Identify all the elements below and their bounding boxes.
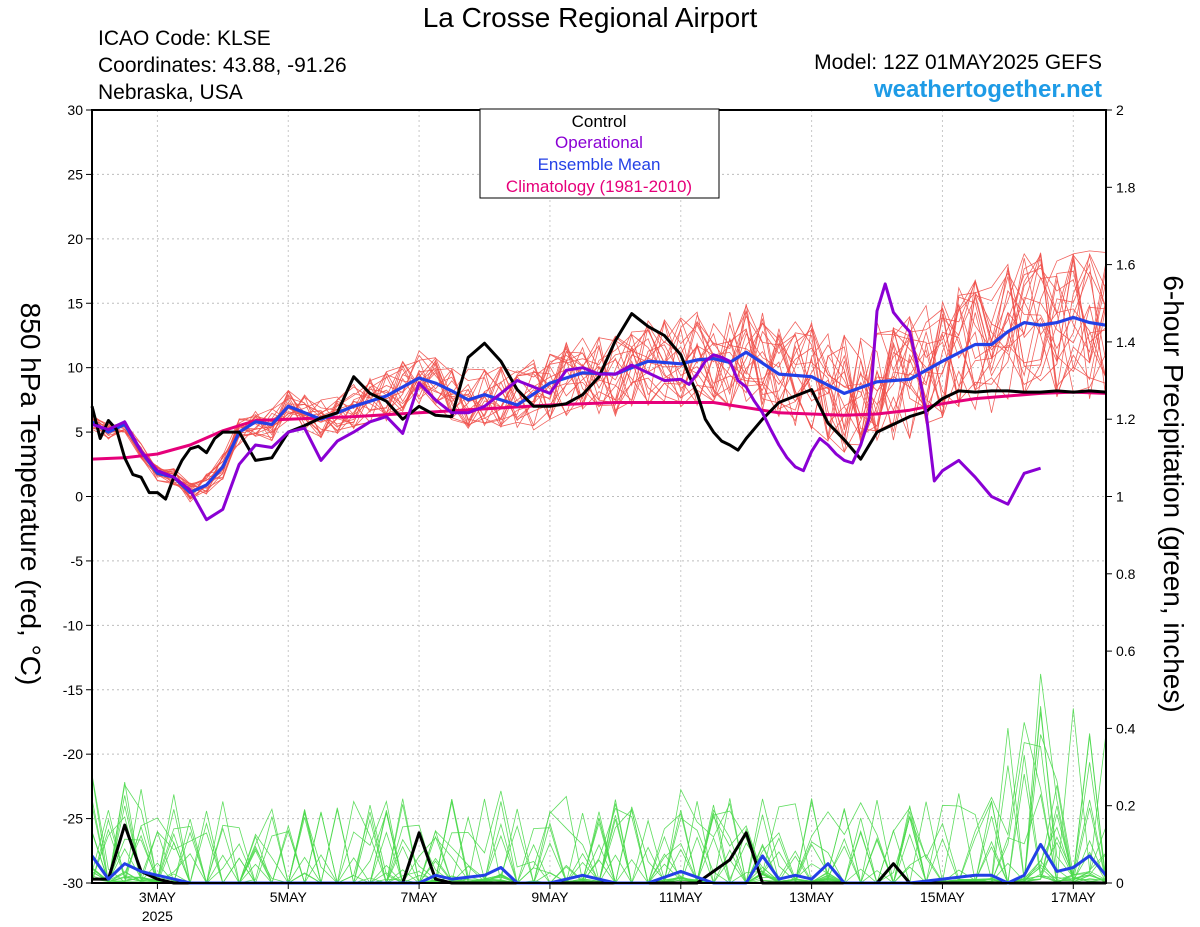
y-tick-label-left: 15 <box>67 295 83 311</box>
control-precip-line <box>92 823 1106 885</box>
x-tick-label: 15MAY <box>920 889 966 905</box>
y-tick-label-right: 1.8 <box>1116 179 1136 195</box>
y-tick-label-left: -5 <box>71 553 84 569</box>
y-tick-label-right: 0.2 <box>1116 798 1136 814</box>
model-run: Model: 12Z 01MAY2025 GEFS <box>814 51 1102 74</box>
y-tick-label-right: 0 <box>1116 875 1124 891</box>
x-tick-label: 7MAY <box>401 889 439 905</box>
series-lines <box>90 282 1108 885</box>
y-tick-label-right: 0.4 <box>1116 720 1136 736</box>
y-tick-label-right: 1.6 <box>1116 257 1136 273</box>
y-tick-label-right: 1.2 <box>1116 411 1136 427</box>
y-tick-label-left: -10 <box>63 617 83 633</box>
legend-control: Control <box>572 112 627 131</box>
y-tick-label-left: 20 <box>67 231 83 247</box>
x-tick-label: 3MAY <box>139 889 177 905</box>
temp-member-line <box>91 272 1107 499</box>
control-line <box>90 312 1107 501</box>
precip-member-line <box>91 774 1107 884</box>
x-tick-label: 5MAY <box>270 889 308 905</box>
y-tick-label-left: 30 <box>67 102 83 118</box>
temp-member-line <box>91 259 1107 500</box>
chart-title: La Crosse Regional Airport <box>422 2 758 33</box>
climatology-line <box>91 390 1107 461</box>
y-tick-label-left: -15 <box>63 682 83 698</box>
x-tick-label: 17MAY <box>1051 889 1097 905</box>
ensemble-mean-line <box>91 315 1107 495</box>
y-tick-label-left: -30 <box>63 875 83 891</box>
y-tick-label-left: -25 <box>63 811 83 827</box>
y-tick-label-right: 1 <box>1116 489 1124 505</box>
ensemble-members <box>91 250 1107 885</box>
coordinates: Coordinates: 43.88, -91.26 <box>98 54 347 77</box>
precip-member-line <box>91 673 1107 885</box>
legend-operational: Operational <box>555 133 643 152</box>
temp-member-line <box>91 253 1107 485</box>
x-tick-label: 11MAY <box>659 889 703 905</box>
icao-code: ICAO Code: KLSE <box>98 27 271 50</box>
precip-member-line <box>91 775 1107 885</box>
precip-member-line <box>91 774 1107 884</box>
y-tick-label-right: 2 <box>1116 102 1124 118</box>
y-tick-label-left: 10 <box>67 360 83 376</box>
y-tick-label-left: 0 <box>75 489 83 505</box>
temp-member-line <box>91 262 1107 486</box>
axis-ticks: 302520151050-5-10-15-20-25-3021.81.61.41… <box>63 102 1136 924</box>
y-tick-label-left: 5 <box>75 424 83 440</box>
location: Nebraska, USA <box>98 81 243 104</box>
x-tick-sublabel: 2025 <box>142 908 173 924</box>
x-tick-label: 9MAY <box>531 889 569 905</box>
legend: Control Operational Ensemble Mean Climat… <box>479 108 720 199</box>
operational-line <box>91 282 1042 522</box>
y-tick-label-left: -20 <box>63 746 83 762</box>
y-tick-label-right: 0.8 <box>1116 566 1136 582</box>
site-link[interactable]: weathertogether.net <box>873 76 1102 103</box>
precip-member-line <box>91 708 1107 884</box>
legend-ensemble-mean: Ensemble Mean <box>538 155 661 174</box>
temp-member-line <box>91 253 1107 495</box>
legend-box <box>479 108 720 199</box>
x-tick-label: 13MAY <box>789 889 835 905</box>
y-tick-label-right: 0.6 <box>1116 643 1136 659</box>
legend-climatology: Climatology (1981-2010) <box>506 177 692 196</box>
y-tick-label-left: 25 <box>67 166 83 182</box>
y-tick-label-right: 1.4 <box>1116 334 1136 350</box>
grid-lines <box>92 110 1106 883</box>
